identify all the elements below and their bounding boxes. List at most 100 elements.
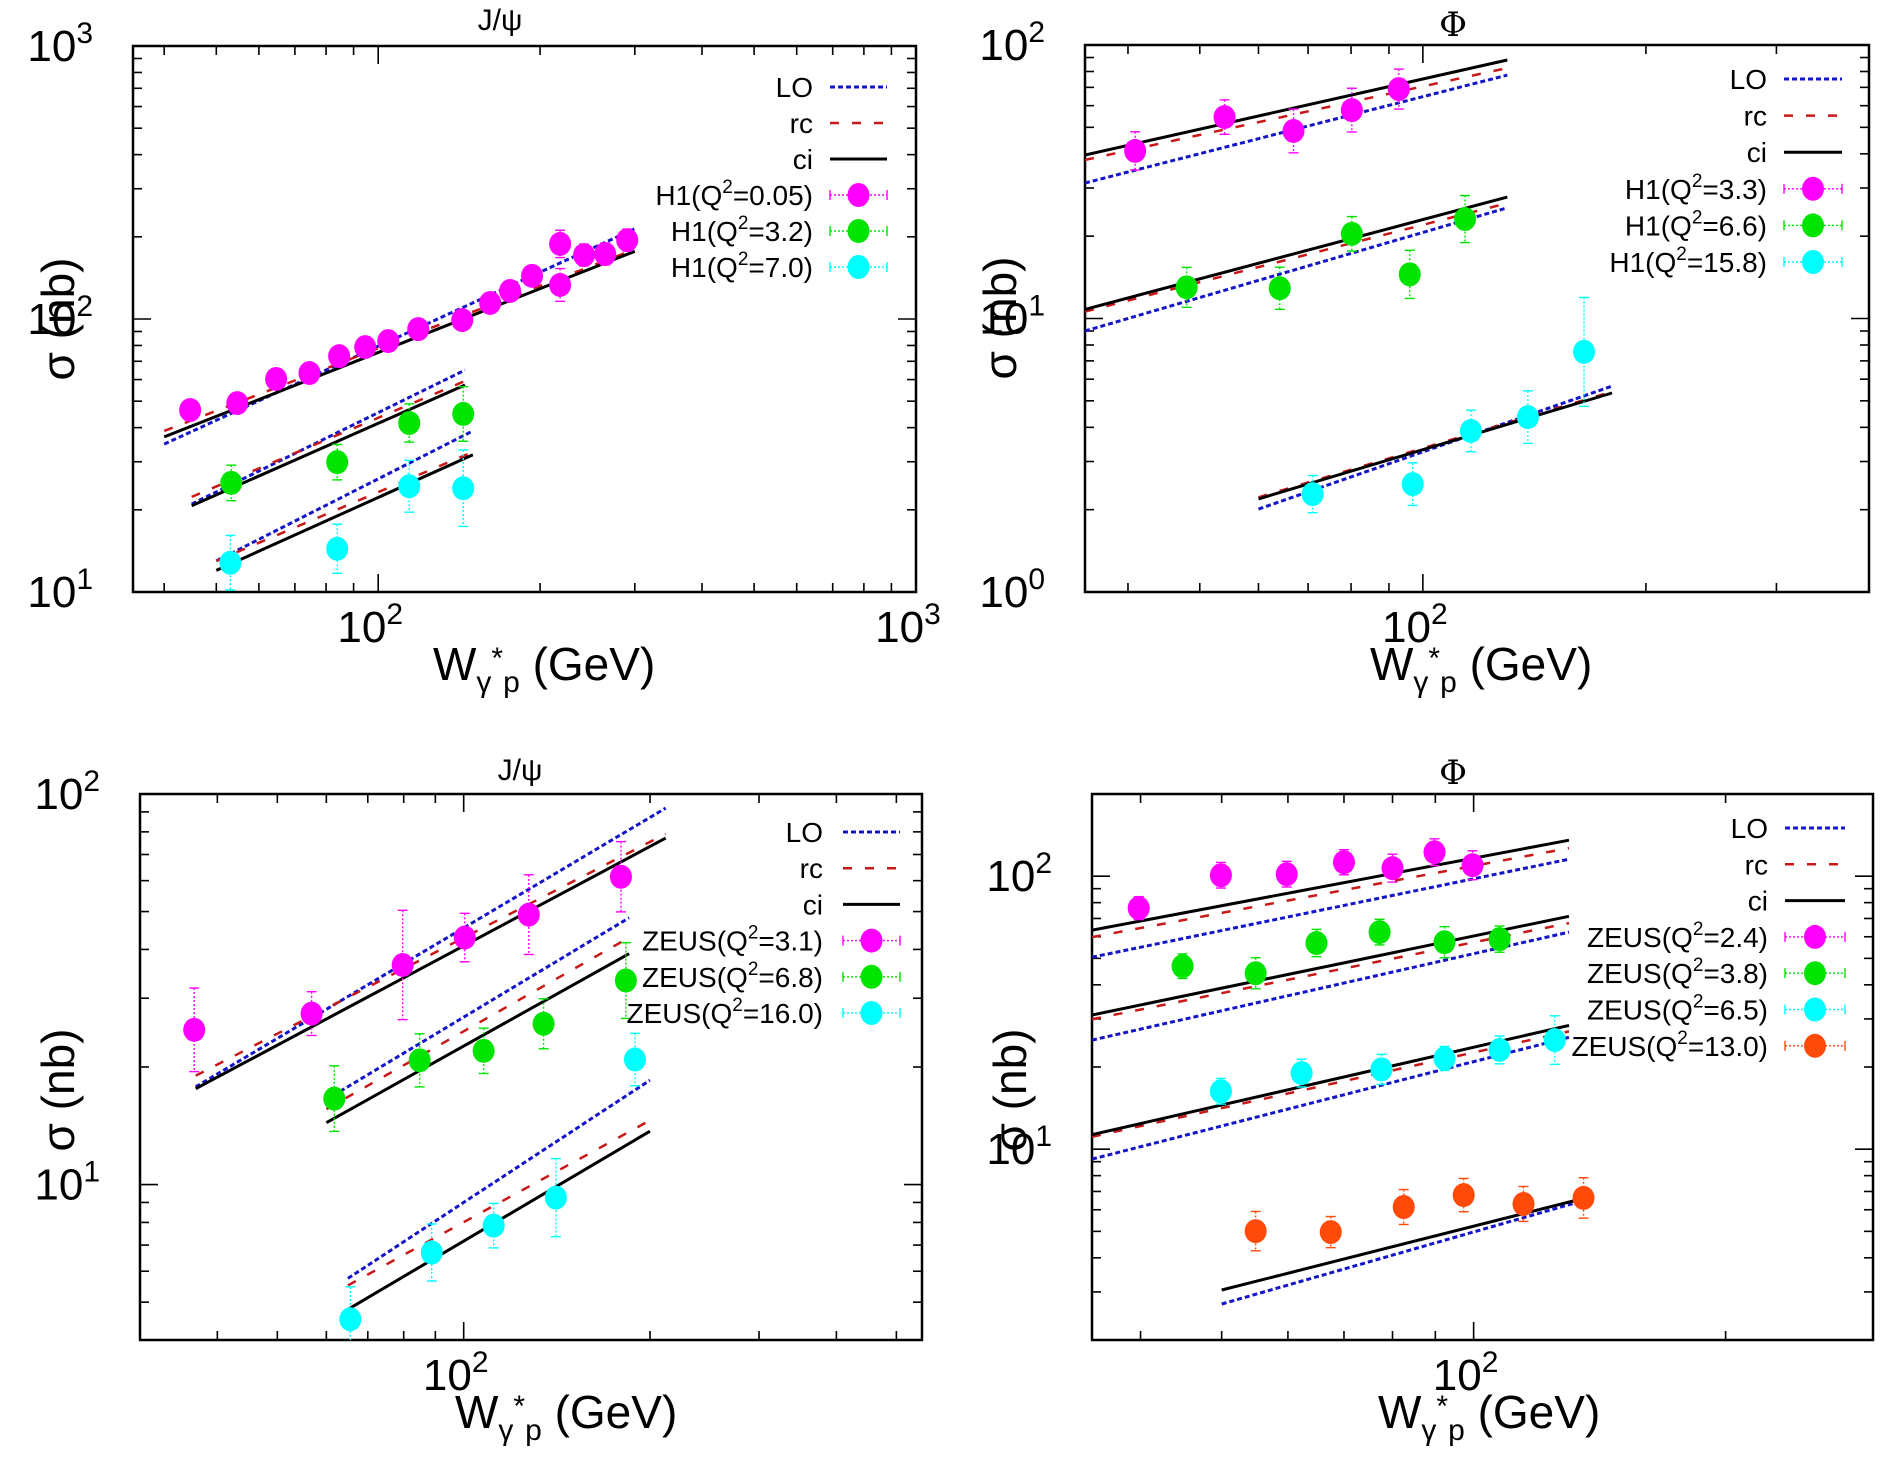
data-point <box>1332 850 1355 875</box>
data-point <box>1171 954 1194 979</box>
plot-area <box>163 227 639 591</box>
series-0 <box>1127 838 1484 921</box>
curve-lo-2 <box>1258 384 1613 511</box>
y-tick-label: 101 <box>27 563 93 617</box>
legend-label: ZEUS(Q2=16.0) <box>626 995 823 1029</box>
y-axis-label: σ (nb) <box>974 257 1026 380</box>
data-point <box>452 401 475 426</box>
data-point <box>482 1213 505 1238</box>
data-point <box>1282 118 1305 143</box>
data-point <box>616 228 639 253</box>
data-point <box>521 263 544 288</box>
data-point <box>1392 1195 1415 1220</box>
legend-label: ci <box>1748 886 1768 917</box>
data-point <box>398 474 421 499</box>
curve-lo-1 <box>1092 930 1570 1042</box>
data-point <box>1459 418 1482 443</box>
data-point <box>1268 276 1291 301</box>
plot-area <box>183 806 667 1340</box>
curve-rc-1 <box>1085 201 1508 313</box>
data-point <box>420 1240 443 1265</box>
curve-ci-1 <box>1092 914 1570 1017</box>
data-point <box>1175 275 1198 300</box>
y-tick-label: 101 <box>986 1120 1052 1174</box>
data-point <box>391 952 414 977</box>
y-tick-label: 102 <box>986 847 1052 901</box>
y-axis-label: σ (nb) <box>32 258 84 381</box>
legend-label: LO <box>1731 813 1768 844</box>
data-point <box>1398 262 1421 287</box>
legend-label: rc <box>1745 849 1768 880</box>
x-tick-label: 102 <box>1382 598 1448 652</box>
legend-label: H1(Q2=7.0) <box>671 249 813 283</box>
data-point <box>1454 207 1477 232</box>
series-2 <box>339 1032 646 1340</box>
legend-label: H1(Q2=6.6) <box>1625 207 1767 241</box>
panel-title: Φ <box>1439 753 1467 793</box>
series-0 <box>179 228 639 423</box>
curve-rc-1 <box>325 936 630 1111</box>
legend-label: ZEUS(Q2=13.0) <box>1571 1028 1768 1062</box>
curve-lo-1 <box>325 916 630 1101</box>
data-point <box>1461 853 1484 878</box>
data-point <box>1213 105 1236 130</box>
data-point <box>1209 1079 1232 1104</box>
data-point <box>453 925 476 950</box>
curve-ci-0 <box>1085 58 1508 157</box>
curve-ci-2 <box>1092 1023 1570 1137</box>
data-point <box>1433 1046 1456 1071</box>
legend-marker <box>860 964 883 989</box>
data-point <box>328 344 351 369</box>
curve-lo-1 <box>1085 206 1508 333</box>
x-tick-label: 103 <box>875 598 941 652</box>
data-point <box>451 308 474 333</box>
legend-marker <box>860 928 883 953</box>
data-point <box>377 329 400 354</box>
data-point <box>1516 405 1539 430</box>
curve-ci-2 <box>215 453 474 572</box>
series-1 <box>1171 918 1511 990</box>
series-1 <box>220 385 475 502</box>
legend: LO rc ciZEUS(Q2=3.1)ZEUS(Q2=6.8)ZEUS(Q2=16… <box>626 817 901 1029</box>
data-point <box>1244 1219 1267 1244</box>
legend-label: rc <box>790 108 813 139</box>
legend-marker <box>847 255 870 279</box>
axis-ticks <box>1085 44 1870 593</box>
x-axis-label: Wγ*p (GeV) <box>1378 1386 1600 1447</box>
plot-area <box>1092 838 1595 1306</box>
curve-rc-2 <box>1092 1030 1570 1139</box>
legend-marker <box>1802 250 1824 274</box>
data-point <box>1301 482 1324 507</box>
data-point <box>265 366 288 391</box>
data-point <box>1290 1061 1313 1086</box>
legend-marker <box>1804 961 1826 986</box>
data-point <box>1572 1185 1595 1210</box>
legend-marker <box>847 219 870 243</box>
curve-lo-2 <box>347 1078 651 1280</box>
y-tick-label: 100 <box>979 563 1045 617</box>
series-2 <box>1301 296 1596 514</box>
legend-label: H1(Q2=15.8) <box>1609 244 1767 278</box>
legend-marker <box>1804 1033 1826 1058</box>
y-tick-label: 101 <box>979 290 1045 344</box>
legend-label: H1(Q2=3.2) <box>671 213 813 247</box>
data-point <box>398 410 421 435</box>
data-point <box>1340 98 1363 123</box>
y-tick-label: 102 <box>27 290 93 344</box>
curve-lo-2 <box>1092 1035 1570 1161</box>
legend-marker <box>1802 213 1824 238</box>
plot-area <box>1085 58 1613 514</box>
data-point <box>1368 920 1391 945</box>
y-tick-label: 103 <box>27 17 93 71</box>
data-point <box>1512 1191 1535 1216</box>
data-point <box>452 476 475 501</box>
data-point <box>300 1001 323 1026</box>
legend-label: ci <box>793 144 813 175</box>
data-point <box>1370 1057 1393 1082</box>
curve-rc-0 <box>195 832 667 1077</box>
curve-rc-1 <box>1092 921 1570 1021</box>
